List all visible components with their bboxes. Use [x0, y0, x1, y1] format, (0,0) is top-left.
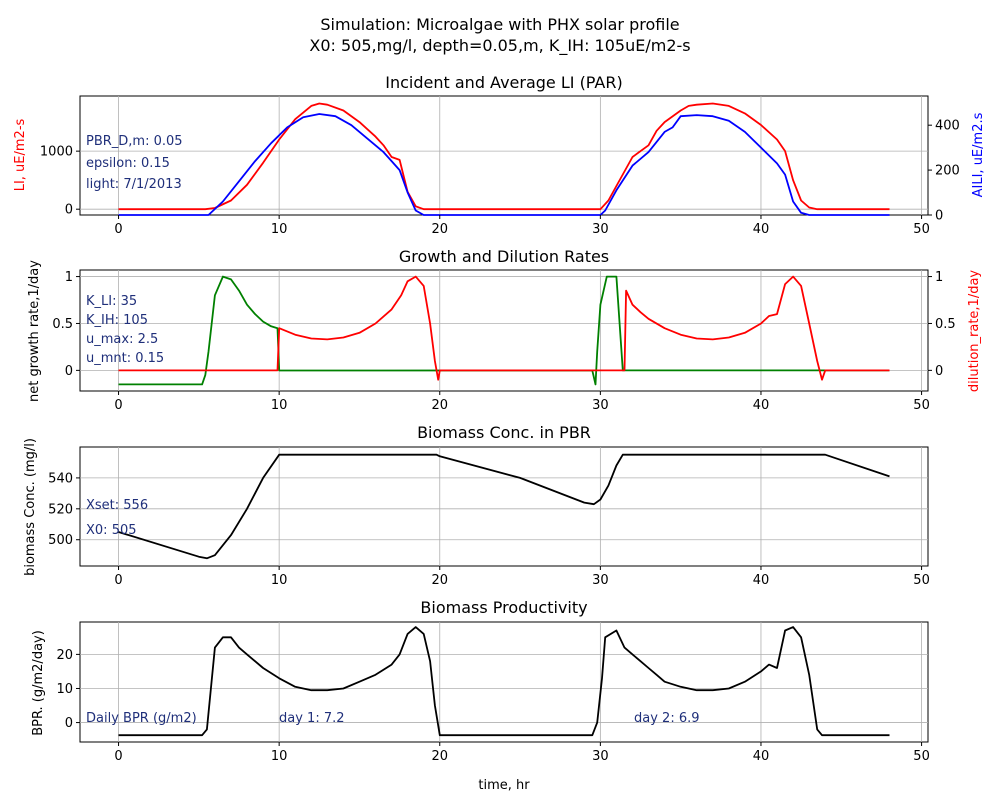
x-tick-label: 0	[114, 398, 122, 413]
x-tick-label: 30	[592, 573, 609, 588]
x-tick-label: 10	[271, 398, 288, 413]
y-tick-label-right: 0	[935, 209, 943, 224]
annotation: PBR_D,m: 0.05	[86, 134, 183, 149]
panel-incident-li: Incident and Average LI (PAR) 0 10 20 30 40 5…	[13, 73, 986, 237]
x-tick-label: 30	[592, 398, 609, 413]
x-tick-label: 20	[431, 749, 448, 764]
panel-growth-dilution: Growth and Dilution Rates 0 10 20 30 40 5000.…	[27, 247, 982, 413]
grid	[80, 622, 928, 742]
annotation: K_LI: 35	[86, 294, 137, 309]
x-tick-label: 50	[913, 749, 930, 764]
x-tick-label: 10	[271, 749, 288, 764]
series-line-li	[118, 102, 890, 211]
annotation: u_mnt: 0.15	[86, 351, 164, 366]
y-tick-label-left: 500	[48, 533, 73, 548]
y-tick-label-left: 1	[65, 270, 73, 285]
y-axis-left-label: LI, uE/m2-s	[13, 118, 28, 191]
tick-layer: 0 10 20 30 40 50 500 520 540	[48, 471, 930, 588]
x-tick-label: 10	[271, 222, 288, 237]
y-tick-label-left: 1000	[40, 145, 73, 160]
series-layer	[118, 275, 890, 386]
figure-title-line2: X0: 505,mg/l, depth=0.05,m, K_IH: 105uE/…	[309, 36, 690, 56]
y-tick-label-left: 0	[65, 203, 73, 218]
y-tick-label-right: 1	[935, 270, 943, 285]
tick-layer: 0 10 20 30 40 50 0 10 20	[56, 648, 929, 764]
x-tick-label: 20	[431, 573, 448, 588]
y-axis-right-label: dilution_rate,1/day	[967, 270, 982, 393]
y-axis-left-label: biomass Conc. (mg/l)	[23, 438, 38, 576]
x-tick-label: 0	[114, 222, 122, 237]
y-axis-left-label: BPR. (g/m2/day)	[31, 630, 46, 736]
x-tick-label: 20	[431, 222, 448, 237]
series-line-bpr	[118, 626, 890, 737]
grid	[80, 96, 928, 215]
panel-biomass-productivity: Biomass Productivity 0 10 20 30 40 50 0 10 20 BP…	[31, 598, 930, 764]
annotation: epsilon: 0.15	[86, 156, 170, 171]
panel-title: Biomass Productivity	[420, 598, 587, 617]
series-line-aili	[118, 113, 890, 216]
y-tick-label-left: 10	[56, 682, 73, 697]
y-axis-left-label: net growth rate,1/day	[27, 260, 42, 402]
figure-title-line1: Simulation: Microalgae with PHX solar pr…	[320, 15, 679, 34]
y-tick-label-left: 20	[56, 648, 73, 663]
series-line-biomass	[118, 453, 890, 560]
x-tick-label: 10	[271, 573, 288, 588]
grid	[80, 447, 928, 566]
y-tick-label-left: 0	[65, 716, 73, 731]
x-tick-label: 50	[913, 573, 930, 588]
y-tick-label-left: 0.5	[52, 317, 73, 332]
series-layer	[118, 453, 890, 560]
y-axis-right-label: AILI, uE/m2.s	[971, 112, 986, 197]
y-tick-label-left: 520	[48, 502, 73, 517]
x-tick-label: 50	[913, 222, 930, 237]
x-tick-label: 40	[753, 749, 770, 764]
y-tick-label-right: 0	[935, 364, 943, 379]
x-tick-label: 0	[114, 749, 122, 764]
y-tick-label-left: 540	[48, 471, 73, 486]
plot-frame	[79, 446, 929, 567]
annotation: X0: 505	[86, 523, 137, 538]
x-axis-label: time, hr	[478, 778, 530, 793]
plot-frame	[79, 95, 929, 216]
y-tick-label-right: 0.5	[935, 317, 956, 332]
annotation: light: 7/1/2013	[86, 177, 182, 192]
panel-title: Biomass Conc. in PBR	[417, 423, 591, 442]
y-tick-label-left: 0	[65, 364, 73, 379]
series-layer	[118, 626, 890, 737]
x-tick-label: 0	[114, 573, 122, 588]
x-tick-label: 30	[592, 222, 609, 237]
tick-layer: 0 10 20 30 40 50 0 1000 0 200 400	[40, 119, 960, 237]
annotation: K_IH: 105	[86, 313, 148, 328]
annotation: u_max: 2.5	[86, 332, 158, 347]
series-line-net-growth-rate	[118, 275, 890, 386]
plot-frame	[79, 269, 929, 392]
plot-frame	[79, 621, 929, 743]
y-tick-label-right: 400	[935, 119, 960, 134]
x-tick-label: 50	[913, 398, 930, 413]
y-tick-label-right: 200	[935, 164, 960, 179]
panel-title: Incident and Average LI (PAR)	[385, 73, 622, 92]
x-tick-label: 20	[431, 398, 448, 413]
x-tick-label: 40	[753, 222, 770, 237]
annotation: Daily BPR (g/m2)	[86, 711, 197, 726]
annotation: day 1: 7.2	[279, 711, 345, 726]
annotation: Xset: 556	[86, 498, 148, 513]
series-line-dilution-rate	[118, 275, 890, 381]
annotation: day 2: 6.9	[634, 711, 700, 726]
x-tick-label: 30	[592, 749, 609, 764]
series-layer	[118, 102, 890, 216]
panel-biomass-conc: Biomass Conc. in PBR 0 10 20 30 40 50 500 520 54…	[23, 423, 930, 588]
x-tick-label: 40	[753, 573, 770, 588]
panel-title: Growth and Dilution Rates	[399, 247, 609, 266]
x-tick-label: 40	[753, 398, 770, 413]
